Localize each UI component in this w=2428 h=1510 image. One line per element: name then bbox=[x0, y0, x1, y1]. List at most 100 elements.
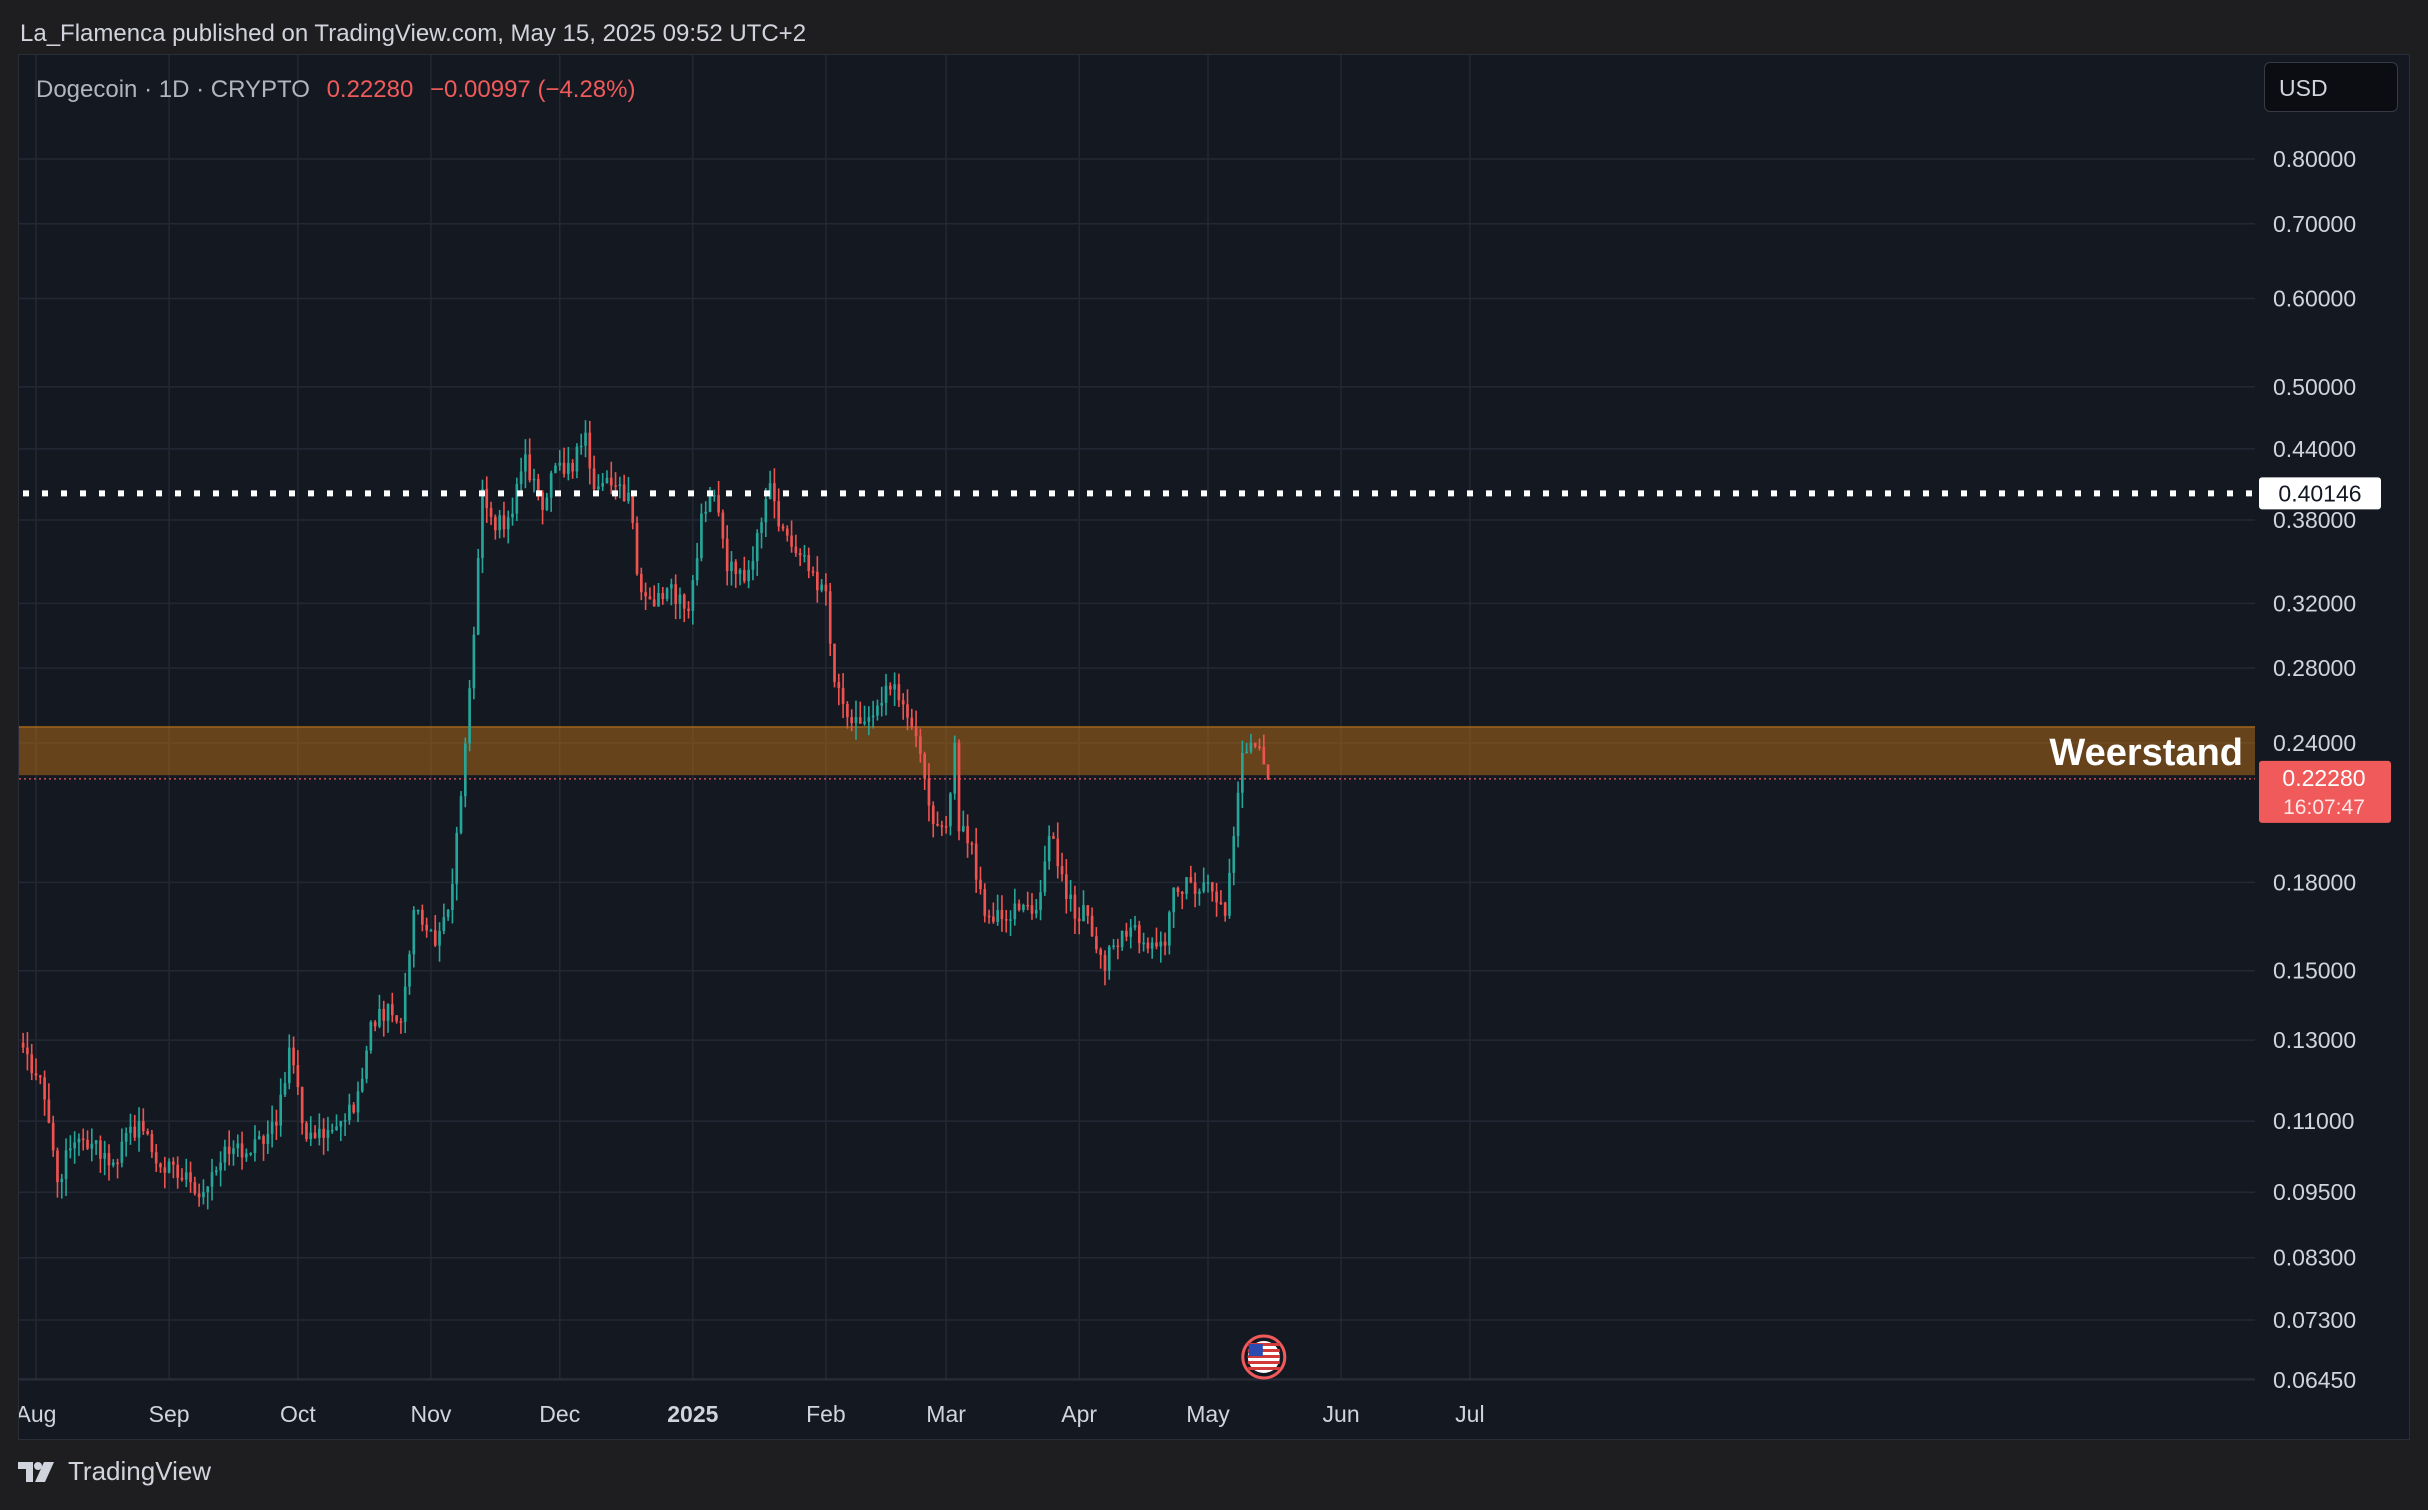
candle[interactable] bbox=[519, 457, 523, 494]
candle[interactable] bbox=[1039, 879, 1042, 921]
candle[interactable] bbox=[459, 791, 463, 835]
candle[interactable] bbox=[343, 1113, 347, 1136]
candle[interactable] bbox=[451, 868, 454, 924]
candle[interactable] bbox=[1013, 888, 1017, 926]
candle[interactable] bbox=[395, 1015, 398, 1024]
candle[interactable] bbox=[356, 1081, 360, 1123]
candle[interactable] bbox=[1210, 881, 1214, 902]
candle[interactable] bbox=[51, 1115, 55, 1157]
candle[interactable] bbox=[876, 699, 879, 721]
candle[interactable] bbox=[1150, 937, 1154, 959]
candle[interactable] bbox=[408, 950, 411, 995]
candle[interactable] bbox=[249, 1152, 252, 1157]
candle[interactable] bbox=[133, 1114, 137, 1141]
candle[interactable] bbox=[532, 468, 536, 493]
candle[interactable] bbox=[433, 915, 437, 947]
candle[interactable] bbox=[1000, 895, 1004, 932]
candle[interactable] bbox=[176, 1156, 180, 1189]
candle[interactable] bbox=[1146, 937, 1150, 954]
candle[interactable] bbox=[1026, 891, 1030, 911]
candle[interactable] bbox=[811, 566, 815, 577]
candle[interactable] bbox=[227, 1130, 231, 1166]
candle[interactable] bbox=[738, 568, 742, 586]
candle[interactable] bbox=[944, 815, 948, 834]
candle[interactable] bbox=[253, 1125, 257, 1162]
candle[interactable] bbox=[455, 826, 459, 901]
candle[interactable] bbox=[773, 468, 776, 519]
candle[interactable] bbox=[987, 909, 991, 924]
candle[interactable] bbox=[223, 1139, 227, 1171]
candle[interactable] bbox=[558, 450, 562, 471]
candle[interactable] bbox=[69, 1135, 72, 1159]
candle[interactable] bbox=[502, 501, 506, 538]
resistance-zone[interactable] bbox=[19, 726, 2255, 776]
candle[interactable] bbox=[494, 514, 497, 540]
candle[interactable] bbox=[1073, 885, 1077, 935]
candle[interactable] bbox=[489, 501, 493, 526]
candle[interactable] bbox=[974, 827, 978, 893]
candle[interactable] bbox=[1082, 890, 1085, 922]
candle[interactable] bbox=[77, 1133, 81, 1156]
candle[interactable] bbox=[914, 710, 918, 748]
candle[interactable] bbox=[721, 509, 725, 549]
candle[interactable] bbox=[996, 894, 999, 926]
candle[interactable] bbox=[622, 474, 626, 502]
candle[interactable] bbox=[129, 1113, 132, 1145]
candle[interactable] bbox=[807, 547, 811, 579]
candle[interactable] bbox=[850, 709, 854, 732]
candle[interactable] bbox=[931, 801, 935, 838]
candle[interactable] bbox=[1017, 899, 1021, 912]
candle[interactable] bbox=[627, 476, 630, 504]
tradingview-brand-link[interactable]: TradingView bbox=[18, 1456, 211, 1487]
candle[interactable] bbox=[893, 672, 896, 707]
currency-selector[interactable]: USD bbox=[2264, 62, 2398, 112]
candle[interactable] bbox=[1112, 938, 1115, 950]
candle[interactable] bbox=[605, 470, 609, 484]
candle[interactable] bbox=[257, 1130, 261, 1140]
candle[interactable] bbox=[661, 587, 665, 605]
candle[interactable] bbox=[597, 474, 600, 491]
candle[interactable] bbox=[1137, 920, 1141, 954]
candle[interactable] bbox=[940, 820, 944, 837]
candle[interactable] bbox=[86, 1130, 89, 1151]
candle[interactable] bbox=[601, 473, 605, 491]
candle[interactable] bbox=[365, 1045, 368, 1084]
candle[interactable] bbox=[219, 1151, 222, 1187]
candle[interactable] bbox=[438, 922, 441, 962]
candle[interactable] bbox=[1258, 738, 1261, 751]
candle[interactable] bbox=[305, 1121, 308, 1142]
candle[interactable] bbox=[871, 700, 875, 729]
candle[interactable] bbox=[1133, 915, 1137, 931]
candle[interactable] bbox=[592, 455, 596, 495]
candle[interactable] bbox=[639, 567, 643, 601]
candle[interactable] bbox=[1142, 932, 1145, 952]
candle[interactable] bbox=[511, 497, 514, 526]
candle[interactable] bbox=[575, 443, 579, 479]
candle[interactable] bbox=[309, 1116, 313, 1147]
candle[interactable] bbox=[816, 556, 819, 603]
candles[interactable] bbox=[21, 420, 1270, 1210]
candle[interactable] bbox=[644, 582, 647, 611]
candle[interactable] bbox=[1241, 740, 1244, 808]
candle[interactable] bbox=[330, 1123, 334, 1134]
candle[interactable] bbox=[232, 1140, 235, 1166]
candle[interactable] bbox=[785, 525, 789, 542]
candle[interactable] bbox=[1193, 872, 1197, 908]
candle[interactable] bbox=[1253, 742, 1257, 749]
candle[interactable] bbox=[1168, 910, 1171, 955]
candle[interactable] bbox=[26, 1032, 29, 1071]
candle[interactable] bbox=[472, 626, 476, 700]
candle[interactable] bbox=[579, 433, 583, 455]
candle[interactable] bbox=[777, 488, 781, 532]
candle[interactable] bbox=[979, 866, 982, 895]
candle[interactable] bbox=[167, 1158, 171, 1174]
candle[interactable] bbox=[73, 1131, 76, 1164]
candle[interactable] bbox=[760, 517, 763, 549]
candle[interactable] bbox=[888, 682, 892, 696]
candle[interactable] bbox=[1107, 944, 1111, 980]
candle[interactable] bbox=[1009, 910, 1012, 936]
candle[interactable] bbox=[43, 1070, 46, 1116]
candle[interactable] bbox=[670, 578, 673, 606]
candle[interactable] bbox=[369, 1020, 373, 1054]
candle[interactable] bbox=[506, 510, 510, 544]
